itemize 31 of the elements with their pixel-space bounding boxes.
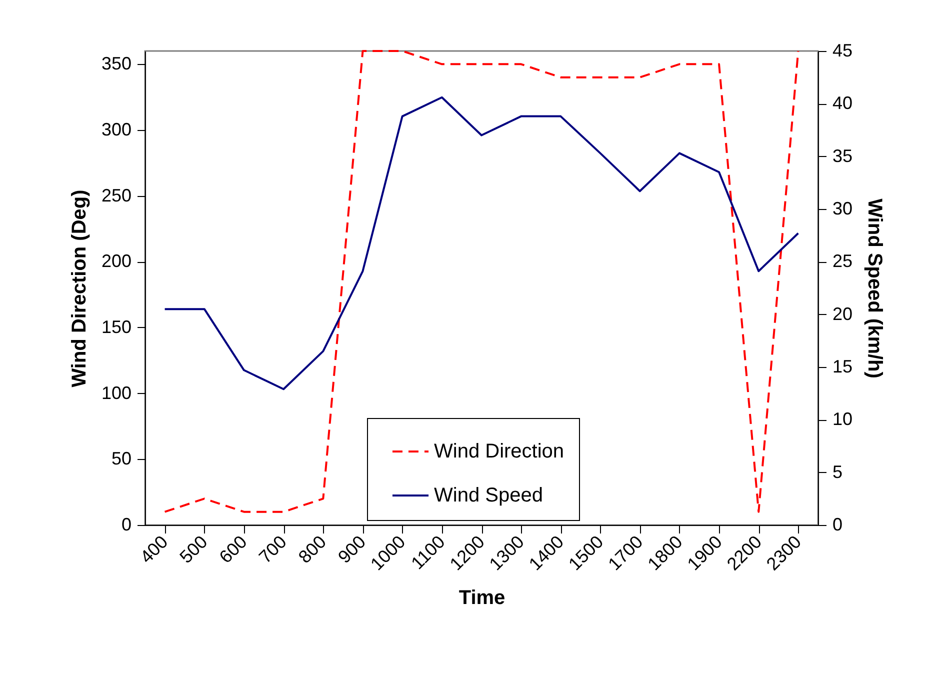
y2-tick-label: 25	[832, 251, 853, 272]
y-tick-label: 50	[111, 448, 132, 469]
y2-tick-label: 35	[832, 146, 853, 166]
y2-tick-label: 40	[832, 93, 853, 114]
y-tick-label: 150	[101, 317, 132, 337]
y2-tick-label: 10	[832, 409, 853, 430]
x-tick-label: 500	[176, 532, 212, 568]
line-series	[164, 50, 800, 513]
y-axis-title: Wind Direction (Deg)	[68, 190, 90, 388]
y2-tick-label: 15	[832, 356, 853, 376]
x-axis-title: Time	[458, 587, 506, 610]
y2-tick-label: 0	[832, 514, 843, 534]
y2-tick-label: 45	[832, 40, 853, 60]
x-tick-label: 400	[136, 532, 172, 568]
y-tick-label: 100	[101, 382, 132, 403]
x-tick-label: 700	[255, 532, 290, 568]
x-tick-label: 800	[294, 532, 330, 568]
legend-label: Wind Speed	[434, 484, 543, 506]
y2-tick-label: 20	[832, 304, 853, 324]
y2-axis-title: Wind Speed (km/h)	[864, 198, 886, 378]
y2-tick-label: 5	[832, 462, 843, 482]
legend-label: Wind Direction	[434, 440, 564, 462]
x-tick-label: 600	[215, 532, 251, 568]
line-series	[164, 96, 800, 390]
y-tick-label: 300	[101, 120, 132, 140]
x-tick-label: 900	[334, 532, 370, 568]
y-tick-label: 200	[101, 251, 132, 272]
y2-tick-label: 30	[832, 198, 853, 218]
y-tick-label: 350	[101, 54, 132, 74]
y-tick-label: 250	[101, 185, 132, 206]
y-tick-label: 0	[121, 514, 132, 534]
